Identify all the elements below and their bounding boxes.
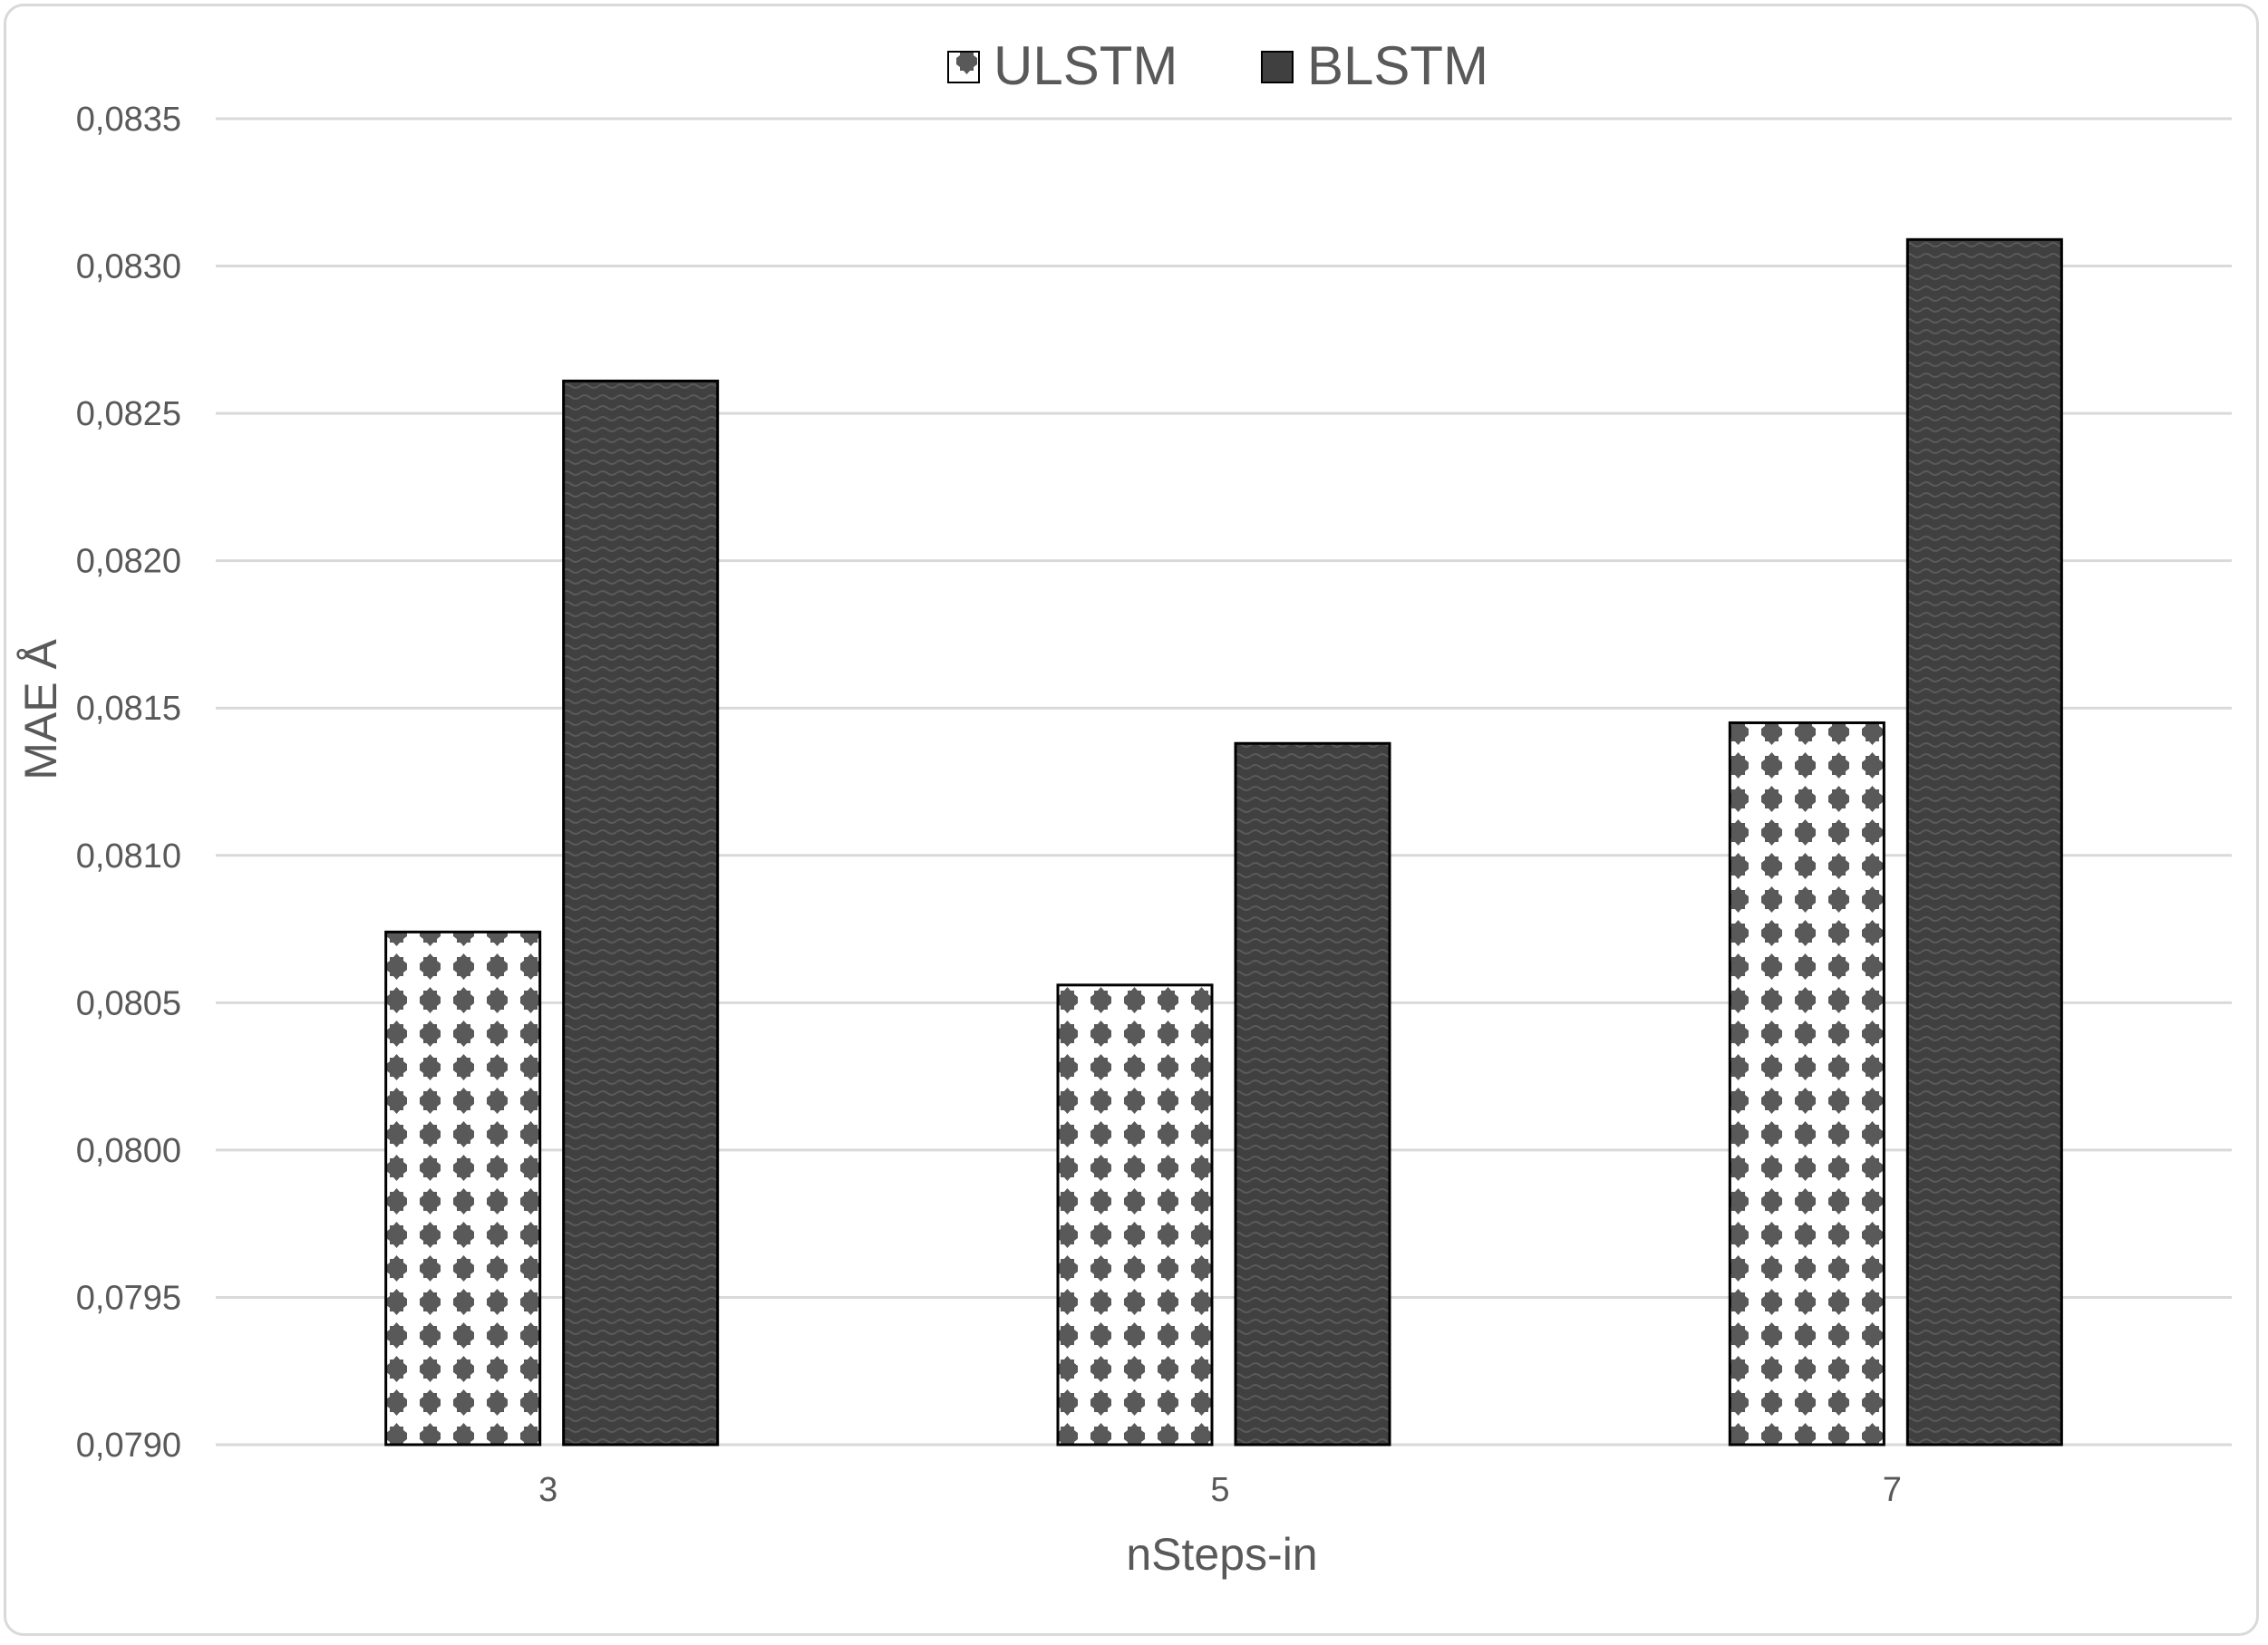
x-tick-labels: 3 5 7 bbox=[538, 1471, 1902, 1509]
bar-blstm-7 bbox=[1905, 237, 2063, 1447]
y-tick-label: 0,0790 bbox=[76, 1427, 181, 1465]
x-tick-label: 5 bbox=[1210, 1471, 1229, 1509]
y-tick-label: 0,0830 bbox=[76, 248, 181, 286]
x-tick-label: 3 bbox=[538, 1471, 557, 1509]
bar-ulstm-7 bbox=[1728, 721, 1885, 1447]
legend-swatch-ulstm bbox=[947, 51, 980, 83]
gridlines bbox=[216, 117, 2232, 1447]
legend-item-ulstm: ULSTM bbox=[947, 35, 1178, 96]
bars bbox=[384, 237, 2063, 1447]
bar-blstm-3 bbox=[562, 379, 720, 1447]
y-tick-label: 0,0800 bbox=[76, 1132, 181, 1170]
y-tick-label: 0,0835 bbox=[76, 101, 181, 139]
y-tick-label: 0,0805 bbox=[76, 984, 181, 1022]
y-tick-label: 0,0810 bbox=[76, 837, 181, 876]
x-tick-label: 7 bbox=[1883, 1471, 1902, 1509]
legend: ULSTM BLSTM bbox=[947, 35, 1488, 96]
legend-item-blstm: BLSTM bbox=[1261, 35, 1488, 96]
y-axis-title: MAE Å bbox=[15, 639, 66, 780]
y-tick-label: 0,0815 bbox=[76, 690, 181, 728]
bar-ulstm-3 bbox=[384, 930, 542, 1447]
y-tick-labels: 0,0790 0,0795 0,0800 0,0805 0,0810 0,0815 0,08… bbox=[76, 101, 181, 1465]
bar-blstm-5 bbox=[1234, 741, 1391, 1447]
y-tick-label: 0,0820 bbox=[76, 543, 181, 581]
legend-label-ulstm: ULSTM bbox=[993, 35, 1178, 96]
x-axis-title: nSteps-in bbox=[1126, 1529, 1317, 1580]
legend-label-blstm: BLSTM bbox=[1307, 35, 1488, 96]
y-tick-label: 0,0825 bbox=[76, 395, 181, 433]
legend-swatch-blstm bbox=[1261, 51, 1294, 83]
bar-ulstm-5 bbox=[1056, 983, 1214, 1447]
y-tick-label: 0,0795 bbox=[76, 1279, 181, 1317]
